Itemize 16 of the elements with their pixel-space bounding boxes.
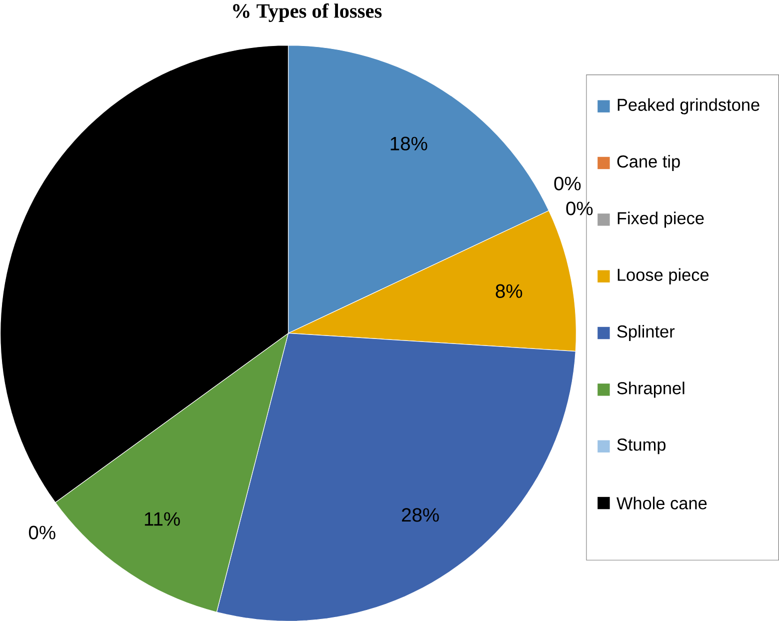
legend-label: Cane tip [617, 154, 680, 171]
legend-label: Loose piece [618, 268, 709, 284]
legend-label: Fixed piece [618, 211, 704, 228]
legend-label: Peaked grindstone [618, 98, 760, 114]
text: 0% [28, 526, 56, 540]
legend-label: Splinter [617, 324, 675, 341]
legend-label: Stump [617, 438, 666, 454]
legend-label: Whole cane [616, 496, 707, 510]
data-label: 11% [144, 512, 180, 526]
text: 0% [554, 176, 581, 190]
chart-title: % Types of losses [233, 3, 382, 22]
data-label: 8% [496, 284, 522, 298]
data-label: 28% [402, 508, 439, 522]
text: 0% [566, 201, 593, 216]
legend-label: Shrapnel [617, 381, 684, 398]
data-label: 18% [390, 136, 428, 150]
